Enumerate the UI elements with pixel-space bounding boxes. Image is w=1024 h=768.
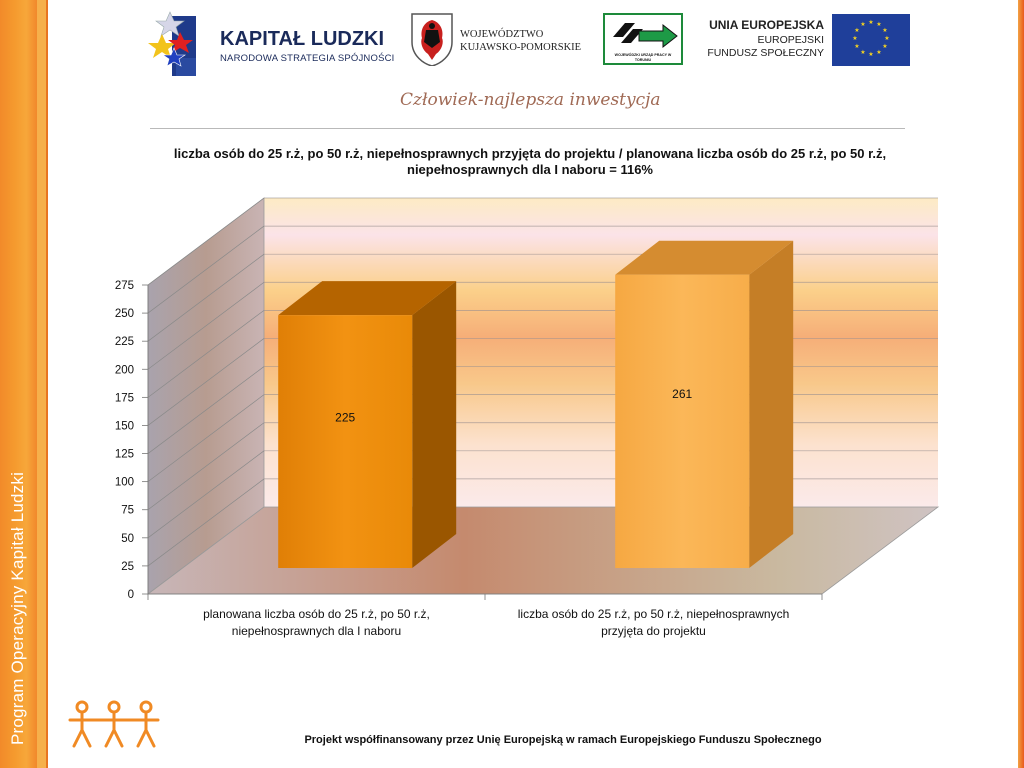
x-axis-labels: planowana liczba osób do 25 r.ż, po 50 r… — [203, 607, 789, 638]
coat-of-arms-icon — [411, 13, 453, 66]
gridline-side — [147, 197, 265, 286]
eu-text-line2: EUROPEJSKI — [757, 34, 824, 46]
gridline-side — [147, 450, 265, 539]
wojewodztwo-line1: WOJEWÓDZTWO — [460, 29, 544, 40]
svg-text:★: ★ — [852, 35, 857, 42]
gridline-side — [147, 478, 265, 567]
x-category-label-line: planowana liczba osób do 25 r.ż, po 50 r… — [203, 607, 430, 621]
kapital-ludzki-title: KAPITAŁ LUDZKI — [220, 28, 385, 50]
gridline-side — [147, 281, 265, 370]
y-tick-label: 150 — [115, 420, 134, 432]
y-tick-label: 200 — [115, 364, 134, 376]
y-tick-label: 175 — [115, 392, 134, 404]
gridline-side — [147, 225, 265, 314]
svg-text:★: ★ — [876, 49, 881, 56]
bar-side — [412, 281, 457, 568]
kapital-ludzki-emblem-icon — [148, 11, 196, 76]
bar-data-label: 261 — [672, 387, 692, 401]
wup-arrows-icon — [613, 23, 678, 49]
gridline-side — [147, 394, 265, 482]
chart-bars: 225 261 — [278, 240, 794, 569]
gridline-side — [147, 338, 265, 426]
bar-front — [278, 315, 413, 568]
slogan: Człowiek-najlepsza inwestycja — [400, 90, 661, 110]
wup-text: WOJEWÓDZKI URZĄD PRACY W TORUNIU — [614, 53, 672, 62]
svg-text:★: ★ — [868, 51, 873, 58]
y-tick-label: 250 — [115, 308, 134, 320]
svg-text:★: ★ — [854, 27, 859, 34]
svg-text:★: ★ — [860, 21, 865, 28]
y-tick-label: 0 — [128, 589, 134, 601]
header-divider — [150, 128, 905, 129]
x-category-label: planowana liczba osób do 25 r.ż, po 50 r… — [203, 607, 430, 638]
wup-logo: WOJEWÓDZKI URZĄD PRACY W TORUNIU — [603, 13, 683, 65]
svg-text:★: ★ — [884, 35, 889, 42]
gridline-side — [147, 253, 265, 342]
wojewodztwo-line2: KUJAWSKO-POMORSKIE — [460, 42, 582, 53]
y-tick-label: 275 — [115, 280, 134, 292]
bar-side — [749, 240, 794, 569]
right-edge-band — [1018, 0, 1024, 768]
svg-text:★: ★ — [860, 49, 865, 56]
gridline-side — [147, 310, 265, 398]
x-category-label-line: liczba osób do 25 r.ż, po 50 r.ż, niepeł… — [518, 607, 790, 621]
bar: 225 — [278, 281, 457, 568]
y-axis: 0 25 50 75 100 125 150 175 200 225 250 275 — [115, 280, 823, 601]
y-tick-label: 100 — [115, 477, 134, 489]
kapital-ludzki-logo: KAPITAŁ LUDZKI NARODOWA STRATEGIA SPÓJNO… — [148, 8, 398, 80]
bar-data-label: 225 — [335, 410, 355, 424]
bar-front — [615, 274, 750, 568]
eu-text-line1: UNIA EUROPEJSKA — [709, 18, 824, 32]
y-tick-label: 225 — [115, 336, 134, 348]
x-category-label: liczba osób do 25 r.ż, po 50 r.ż, niepeł… — [518, 607, 790, 638]
y-tick-label: 50 — [121, 533, 134, 545]
bar-top — [278, 281, 457, 316]
bar-top — [615, 240, 794, 275]
y-tick-label: 125 — [115, 449, 134, 461]
chart-title: liczba osób do 25 r.ż, po 50 r.ż, niepeł… — [173, 146, 887, 177]
kapital-ludzki-subtitle: NARODOWA STRATEGIA SPÓJNOŚCI — [220, 53, 395, 64]
svg-text:★: ★ — [868, 19, 873, 26]
chart-walls — [146, 197, 940, 595]
floor — [146, 506, 940, 595]
eu-logo: UNIA EUROPEJSKA EUROPEJSKI FUNDUSZ SPOŁE… — [700, 13, 912, 69]
footer-text: Projekt współfinansowany przez Unię Euro… — [304, 734, 822, 746]
gridline-side — [147, 366, 265, 454]
gridline-side — [147, 422, 265, 511]
people-icon — [68, 700, 160, 748]
wojewodztwo-logo: WOJEWÓDZTWO KUJAWSKO-POMORSKIE — [410, 12, 585, 68]
y-tick-label: 25 — [121, 561, 134, 573]
eu-flag-icon: ★ ★★ ★★★ ★★★ ★★★ — [832, 14, 910, 66]
side-band-stripe — [37, 0, 46, 768]
svg-text:★: ★ — [854, 43, 859, 50]
eu-text-line3: FUNDUSZ SPOŁECZNY — [707, 47, 824, 59]
x-category-label-line: niepełnosprawnych dla I naboru — [232, 624, 401, 638]
bar: 261 — [615, 240, 794, 569]
svg-text:★: ★ — [882, 43, 887, 50]
y-tick-label: 75 — [121, 505, 134, 517]
svg-text:★: ★ — [882, 27, 887, 34]
x-category-label-line: przyjęta do projektu — [601, 624, 706, 638]
svg-text:★: ★ — [876, 21, 881, 28]
